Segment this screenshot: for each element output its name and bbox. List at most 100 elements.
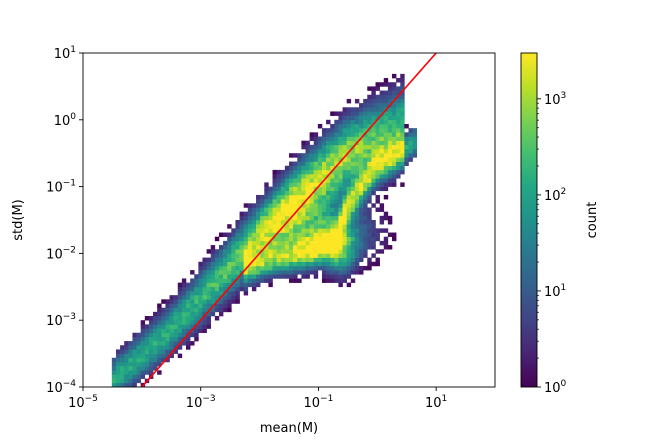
histogram-cell	[367, 245, 372, 250]
histogram-cell	[309, 161, 315, 167]
histogram-cell	[198, 278, 203, 283]
histogram-cell	[338, 228, 343, 233]
histogram-cell	[305, 245, 310, 250]
histogram-cell	[289, 274, 294, 279]
histogram-cell	[363, 190, 368, 196]
histogram-cell	[367, 98, 372, 104]
histogram-cell	[363, 132, 368, 137]
histogram-cell	[239, 265, 244, 271]
histogram-cell	[326, 128, 331, 133]
histogram-cell	[169, 332, 174, 338]
histogram-cell	[313, 194, 319, 200]
histogram-cell	[359, 190, 364, 196]
histogram-cell	[272, 224, 277, 229]
histogram-cell	[387, 157, 393, 162]
histogram-cell	[280, 169, 286, 175]
histogram-cell	[363, 203, 368, 208]
histogram-cell	[289, 178, 294, 183]
histogram-cell	[375, 94, 380, 100]
histogram-cell	[305, 190, 310, 196]
histogram-cell	[235, 282, 240, 288]
histogram-cell	[144, 357, 150, 363]
histogram-cell	[161, 345, 166, 350]
histogram-cell	[309, 169, 315, 175]
histogram-cell	[338, 128, 343, 133]
histogram-cell	[227, 282, 232, 288]
histogram-cell	[239, 278, 244, 283]
histogram-cell	[383, 149, 389, 154]
histogram-cell	[161, 307, 166, 313]
histogram-cell	[284, 207, 290, 212]
histogram-cell	[214, 303, 220, 308]
histogram-cell	[227, 307, 232, 313]
histogram-cell	[268, 265, 273, 271]
histogram-cell	[293, 245, 298, 250]
histogram-cell	[136, 341, 141, 346]
histogram-cell	[392, 149, 397, 154]
histogram-cell	[223, 261, 228, 267]
histogram-cell	[379, 178, 385, 183]
histogram-cell	[305, 274, 310, 279]
histogram-cell	[367, 136, 372, 141]
histogram-cell	[350, 186, 356, 192]
histogram-cell	[289, 265, 294, 271]
histogram-cell	[330, 207, 335, 212]
histogram-cell	[383, 128, 389, 133]
histogram-cell	[218, 245, 224, 250]
histogram-cell	[338, 115, 343, 121]
y-tick-label: 10−4	[46, 379, 76, 396]
histogram-cell	[218, 290, 224, 296]
histogram-cell	[297, 253, 302, 258]
histogram-cell	[313, 270, 319, 275]
histogram-cell	[169, 349, 174, 354]
histogram-cell	[321, 132, 327, 137]
histogram-cell	[346, 107, 352, 112]
histogram-cell	[293, 274, 298, 279]
histogram-cell	[177, 295, 183, 300]
histogram-cell	[181, 278, 187, 283]
histogram-cell	[371, 190, 376, 196]
histogram-cell	[120, 370, 125, 375]
histogram-cell	[223, 282, 228, 288]
histogram-cell	[338, 199, 343, 204]
histogram-cell	[338, 270, 343, 275]
histogram-cell	[309, 265, 315, 271]
histogram-cell	[115, 353, 121, 359]
histogram-cell	[326, 240, 331, 246]
histogram-cell	[218, 257, 224, 263]
histogram-cell	[243, 282, 249, 288]
histogram-cell	[367, 86, 372, 91]
histogram-cell	[392, 232, 397, 237]
histogram-cell	[392, 182, 397, 187]
histogram-cell	[276, 224, 282, 229]
histogram-cell	[354, 132, 360, 137]
histogram-cell	[214, 270, 220, 275]
histogram-cell	[202, 328, 207, 334]
histogram-cell	[383, 153, 389, 158]
histogram-cell	[350, 132, 356, 137]
histogram-cell	[223, 299, 228, 304]
histogram-cell	[223, 295, 228, 300]
histogram-cell	[120, 361, 125, 367]
histogram-cell	[276, 274, 282, 279]
histogram-cell	[326, 132, 331, 137]
histogram-cell	[140, 328, 146, 334]
histogram-cell	[330, 169, 335, 175]
histogram-cell	[400, 157, 405, 162]
histogram-cell	[379, 153, 385, 158]
histogram-cell	[218, 311, 224, 317]
histogram-cell	[165, 324, 170, 329]
histogram-cell	[165, 345, 170, 350]
histogram-cell	[346, 169, 352, 175]
histogram-cell	[326, 265, 331, 271]
histogram-cell	[194, 324, 199, 329]
histogram-cell	[293, 203, 298, 208]
histogram-cell	[136, 366, 141, 371]
histogram-cell	[309, 245, 315, 250]
histogram-cell	[124, 361, 129, 367]
histogram-cell	[367, 265, 372, 271]
histogram-cell	[293, 224, 298, 229]
histogram-cell	[363, 103, 368, 108]
histogram-cell	[177, 345, 183, 350]
histogram-cell	[227, 249, 232, 254]
